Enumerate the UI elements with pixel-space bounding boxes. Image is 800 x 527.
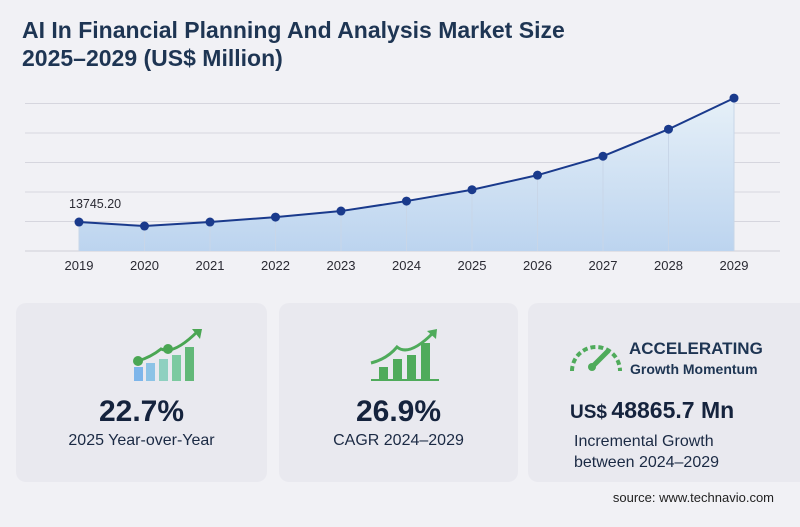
market-size-chart: 2019 2020 2021 2022 2023 2024 2025 2026 2027 2028… <box>25 93 780 273</box>
incremental-amount: 48865.7 Mn <box>611 397 735 423</box>
data-point-2029 <box>729 93 739 103</box>
data-point-2022 <box>271 212 280 222</box>
data-point-2026 <box>533 170 542 180</box>
growth-momentum-heading: Growth Momentum <box>630 361 758 377</box>
data-label: 13745.20 <box>69 197 121 211</box>
x-tick-label: 2020 <box>130 258 159 273</box>
incremental-value: US$ 48865.7 Mn <box>570 397 734 424</box>
title-line-1: AI In Financial Planning And Analysis Ma… <box>22 17 565 43</box>
x-tick-label: 2029 <box>720 258 749 273</box>
data-point-2021 <box>205 217 215 227</box>
x-tick-label: 2019 <box>65 258 94 273</box>
x-tick-label: 2023 <box>327 258 356 273</box>
data-point-2028 <box>664 124 673 134</box>
data-point-2020 <box>140 221 149 231</box>
speedometer-icon <box>570 345 622 372</box>
data-point-2023 <box>336 206 346 216</box>
area-fill <box>79 98 734 251</box>
bar-chart-growth-icon <box>133 329 202 381</box>
incremental-label-1: Incremental Growth <box>574 433 714 450</box>
cagr-card: 26.9% CAGR 2024–2029 <box>279 303 518 482</box>
x-tick-label: 2026 <box>523 258 552 273</box>
incremental-card: ACCELERATING Growth Momentum US$ 48865.7… <box>528 303 800 482</box>
data-point-2027 <box>598 151 608 161</box>
yoy-card: 22.7% 2025 Year-over-Year <box>16 303 267 482</box>
cagr-label: CAGR 2024–2029 <box>333 432 464 449</box>
data-point-2019 <box>74 217 84 227</box>
x-tick-label: 2024 <box>392 258 421 273</box>
yoy-value: 22.7% <box>98 395 185 428</box>
accelerating-heading: ACCELERATING <box>629 339 763 358</box>
title-line-2: 2025–2029 (US$ Million) <box>22 45 283 71</box>
yoy-label: 2025 Year-over-Year <box>68 432 215 449</box>
x-tick-label: 2021 <box>196 258 225 273</box>
bar-chart-arrow-icon <box>370 329 439 381</box>
cagr-value: 26.9% <box>355 395 442 428</box>
x-tick-label: 2028 <box>654 258 683 273</box>
chart-title: AI In Financial Planning And Analysis Ma… <box>22 16 565 72</box>
x-tick-label: 2027 <box>589 258 618 273</box>
incremental-label-2: between 2024–2029 <box>574 454 720 471</box>
data-point-2025 <box>467 185 477 195</box>
currency-label: US$ <box>570 402 607 423</box>
source-note: source: www.technavio.com <box>612 490 774 505</box>
x-tick-label: 2022 <box>261 258 290 273</box>
data-point-2024 <box>402 196 411 206</box>
x-tick-label: 2025 <box>458 258 487 273</box>
